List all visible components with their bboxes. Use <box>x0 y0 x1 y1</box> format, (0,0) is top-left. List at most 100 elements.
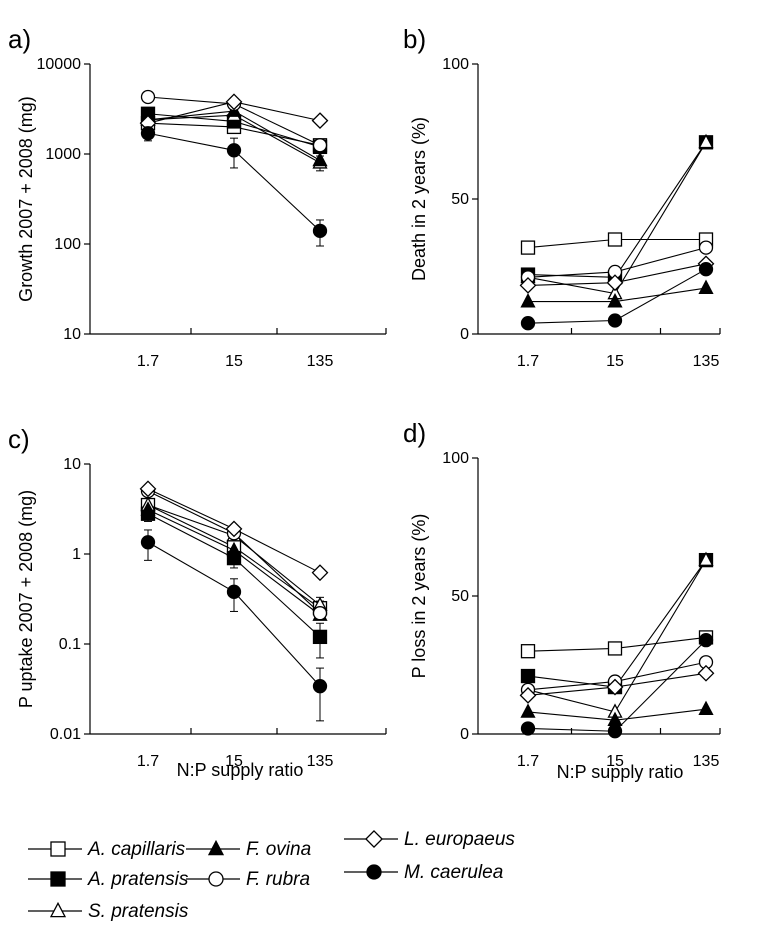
series-m-caerulea <box>520 633 714 739</box>
series-l-europaeus <box>519 664 715 704</box>
data-point <box>312 138 328 153</box>
panel-d: 0 50 100 1.7 15 135 d) P loss in 2 years (%) N:P… <box>403 418 721 782</box>
data-point <box>607 313 623 328</box>
y-tick-label: 100 <box>442 450 469 467</box>
legend-entry-l-europaeus: L. europaeus <box>344 829 515 850</box>
y-tick-label: 0.01 <box>50 726 81 743</box>
data-point <box>312 629 328 645</box>
data-point <box>607 293 623 308</box>
panel-label: d) <box>403 418 426 448</box>
legend-label: A. capillaris <box>87 839 186 860</box>
data-point <box>139 480 157 498</box>
y-axis-label: Growth 2007 + 2008 (mg) <box>16 96 36 302</box>
x-tick-label: 1.7 <box>517 353 539 370</box>
x-tick-label: 135 <box>693 753 720 770</box>
data-point <box>698 633 714 648</box>
data-point <box>698 262 714 277</box>
data-point <box>312 151 328 167</box>
x-tick-label: 135 <box>307 753 334 770</box>
x-axis-label: N:P supply ratio <box>177 760 304 780</box>
legend-marker <box>50 841 66 857</box>
data-point <box>698 240 714 255</box>
legend-entry-f-rubra: F. rubra <box>186 869 310 890</box>
legend-marker <box>50 871 66 887</box>
x-tick-label: 135 <box>307 353 334 370</box>
y-tick-label: 100 <box>442 56 469 73</box>
data-point <box>607 232 623 247</box>
panel-label: b) <box>403 24 426 54</box>
data-point <box>519 277 537 294</box>
legend-label: F. rubra <box>246 869 310 890</box>
panel-c: 0.01 0.1 1 10 1.7 15 135 c) P uptake 2007 + 2008… <box>8 424 387 780</box>
data-point <box>698 551 714 566</box>
legend-label: S. pratensis <box>88 901 189 922</box>
data-point <box>606 678 624 696</box>
series-l-europaeus <box>139 480 329 582</box>
x-tick-label: 15 <box>606 353 624 370</box>
data-point <box>520 293 536 308</box>
x-tick-label: 1.7 <box>137 353 159 370</box>
legend-entry-a-pratensis: A. pratensis <box>28 869 189 890</box>
data-point <box>520 240 536 255</box>
y-tick-label: 0 <box>460 726 469 743</box>
data-point <box>226 541 242 557</box>
y-axis-label: P uptake 2007 + 2008 (mg) <box>16 490 36 708</box>
x-tick-label: 15 <box>225 353 243 370</box>
legend-entry-m-caerulea: M. caerulea <box>344 862 503 883</box>
data-point <box>520 316 536 331</box>
y-tick-label: 10 <box>63 326 81 343</box>
data-point <box>226 143 242 158</box>
y-tick-label: 0 <box>460 326 469 343</box>
data-point <box>520 721 536 736</box>
data-point <box>520 644 536 659</box>
legend-label: M. caerulea <box>404 862 503 883</box>
x-tick-label: 135 <box>693 353 720 370</box>
data-point <box>520 703 536 718</box>
x-tick-label: 1.7 <box>137 753 159 770</box>
data-point <box>226 584 242 599</box>
data-point <box>519 686 537 704</box>
series-a-capillaris <box>520 232 714 255</box>
y-tick-label: 100 <box>54 236 81 253</box>
series-l-europaeus <box>519 255 715 294</box>
data-point <box>311 564 329 582</box>
data-point <box>140 89 156 105</box>
data-point <box>140 535 156 550</box>
data-point <box>311 112 329 129</box>
series-a-pratensis <box>520 135 714 285</box>
data-point <box>225 93 243 111</box>
y-tick-label: 1000 <box>45 146 81 163</box>
data-point <box>140 126 156 141</box>
data-point <box>697 664 715 682</box>
panel-label: a) <box>8 24 31 54</box>
legend-entry-a-capillaris: A. capillaris <box>28 839 186 860</box>
y-tick-label: 1 <box>72 546 81 563</box>
x-tick-label: 15 <box>225 753 243 770</box>
series-m-caerulea <box>140 529 328 722</box>
series-f-ovina <box>520 279 714 308</box>
series-a-capillaris <box>520 630 714 659</box>
data-point <box>606 274 624 292</box>
data-point <box>312 606 328 621</box>
data-point <box>698 133 714 149</box>
series-m-caerulea <box>140 126 328 247</box>
x-tick-label: 15 <box>606 753 624 770</box>
y-tick-label: 0.1 <box>59 636 81 653</box>
legend: A. capillaris F. ovina L. europaeus A. prat… <box>28 829 515 922</box>
legend-label: F. ovina <box>246 839 311 860</box>
data-point <box>140 501 156 516</box>
series-line <box>527 141 707 278</box>
panel-b: 0 50 100 1.7 15 135 b) Death in 2 years (%) <box>403 24 721 370</box>
legend-entry-f-ovina: F. ovina <box>186 839 311 860</box>
data-point <box>225 520 243 538</box>
y-axis-label: P loss in 2 years (%) <box>409 514 429 679</box>
data-point <box>312 679 328 694</box>
data-point <box>607 641 623 656</box>
data-point <box>607 724 623 739</box>
legend-label: L. europaeus <box>404 829 515 850</box>
panel-a: 10 100 1000 10000 1.7 15 135 a) Growth 2007 + 20… <box>8 24 387 370</box>
x-axis-label: N:P supply ratio <box>557 762 684 782</box>
legend-marker <box>365 830 383 848</box>
y-tick-label: 10 <box>63 456 81 473</box>
